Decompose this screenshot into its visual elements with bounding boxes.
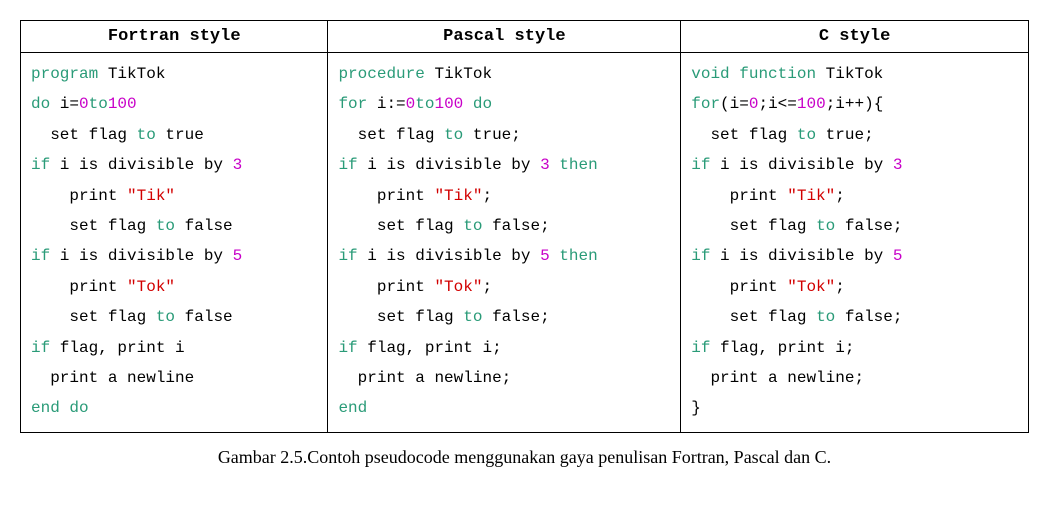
figure-wrapper: Fortran style Pascal style C style progr… — [20, 20, 1029, 468]
pseudocode-table: Fortran style Pascal style C style progr… — [20, 20, 1029, 433]
header-pascal: Pascal style — [328, 21, 681, 53]
cell-fortran: program TikTok do i=0to100 set flag to t… — [21, 53, 328, 433]
header-row: Fortran style Pascal style C style — [21, 21, 1029, 53]
header-c: C style — [681, 21, 1029, 53]
header-fortran: Fortran style — [21, 21, 328, 53]
cell-c: void function TikTok for(i=0;i<=100;i++)… — [681, 53, 1029, 433]
figure-caption: Gambar 2.5.Contoh pseudocode menggunakan… — [20, 447, 1029, 468]
cell-pascal: procedure TikTok for i:=0to100 do set fl… — [328, 53, 681, 433]
code-row: program TikTok do i=0to100 set flag to t… — [21, 53, 1029, 433]
